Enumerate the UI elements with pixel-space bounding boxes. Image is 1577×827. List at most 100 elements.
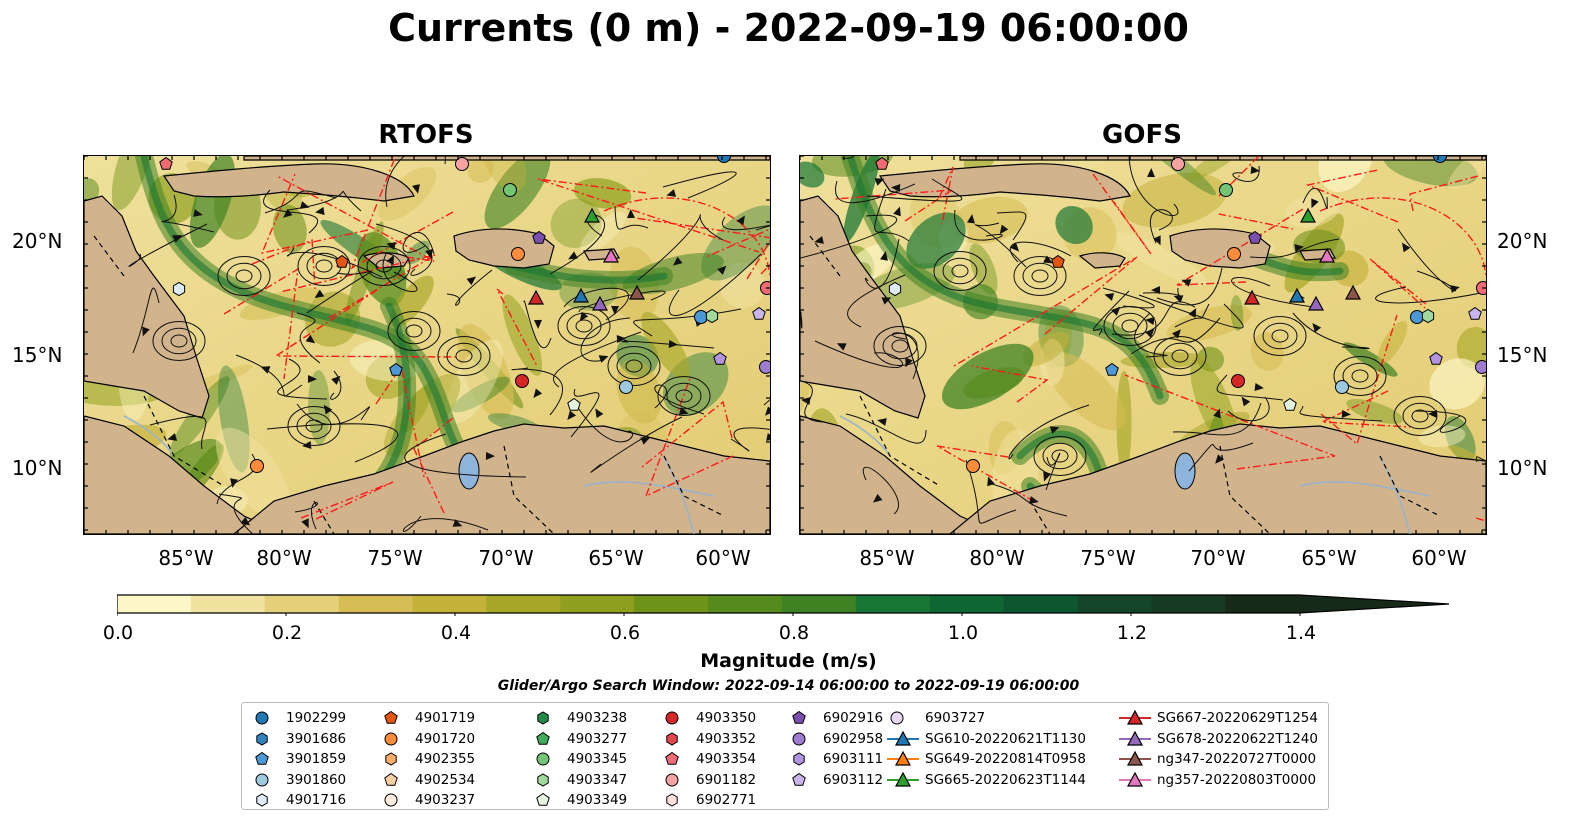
streamline <box>149 415 207 450</box>
streamline-arrow <box>452 519 463 527</box>
colorbar-segment <box>560 595 635 613</box>
eez-boundary <box>279 254 436 319</box>
current-core <box>510 262 668 284</box>
platform-marker <box>172 281 186 297</box>
eddy-streamline <box>387 311 441 351</box>
streamline <box>637 214 724 281</box>
streamline-arrow <box>717 265 727 275</box>
streamline-arrow <box>1043 255 1053 264</box>
speed-patch <box>1456 326 1486 369</box>
platform-marker <box>602 247 620 263</box>
streamline-arrow <box>1294 244 1304 252</box>
eddy-streamline <box>1051 449 1069 463</box>
legend-label: 4903277 <box>567 730 628 747</box>
streamline <box>991 483 1068 517</box>
speed-patch <box>1230 295 1244 332</box>
legend-label: 4902534 <box>415 771 476 788</box>
streamline <box>306 270 372 314</box>
streamline <box>1008 404 1090 460</box>
streamline-arrow <box>172 235 183 243</box>
argo-circle-icon <box>255 773 269 786</box>
speed-patch <box>84 178 100 203</box>
country-border <box>313 500 335 534</box>
streamline <box>834 180 916 204</box>
streamline <box>1149 209 1173 244</box>
streamline <box>1138 294 1244 329</box>
speed-patch <box>573 178 632 209</box>
speed-patch <box>616 359 662 424</box>
platform-marker <box>1410 310 1424 324</box>
map-panel-gofs[interactable] <box>799 155 1487 535</box>
streamline-arrow <box>412 184 420 194</box>
country-border <box>1029 500 1051 534</box>
streamline-arrow <box>1145 328 1155 338</box>
colorbar-segment <box>1151 595 1226 613</box>
colorbar-tick-6: 1.2 <box>1116 622 1148 644</box>
streamline <box>570 388 600 438</box>
speed-patch <box>484 156 551 229</box>
argo-pentagon-icon <box>792 772 806 786</box>
platform-marker <box>1475 360 1486 374</box>
glider-triangle-icon <box>887 771 919 787</box>
eddy-streamline <box>1022 262 1058 290</box>
streamline <box>1128 156 1179 217</box>
streamline <box>572 399 633 443</box>
glider-triangle-icon <box>1119 750 1151 766</box>
speed-patch <box>457 324 514 420</box>
lat-label-20n-left: 20°N <box>12 229 63 253</box>
streamline-arrow <box>1151 286 1161 294</box>
streamline-arrow <box>736 215 745 226</box>
platform-marker <box>1468 306 1482 320</box>
streamline-arrow <box>1104 293 1115 301</box>
glider-triangle-icon <box>1119 730 1151 746</box>
eez-boundary <box>300 481 394 521</box>
streamline-arrow <box>1311 198 1319 209</box>
streamline <box>841 156 855 159</box>
streamline-arrow <box>1181 279 1192 287</box>
streamline <box>128 223 208 267</box>
streamline <box>1302 187 1328 210</box>
eddy-streamline <box>942 257 978 285</box>
speed-patch <box>1377 320 1408 365</box>
country-border <box>859 395 941 487</box>
argo-circle-icon <box>255 711 269 725</box>
platform-marker <box>455 157 469 171</box>
streamline-arrow <box>301 518 309 529</box>
map-panel-rtofs[interactable] <box>83 155 771 535</box>
streamline-arrow <box>579 311 589 322</box>
eddy-streamline <box>557 306 611 346</box>
speed-patch <box>1166 305 1252 342</box>
eddy-streamline <box>666 382 702 410</box>
argo-circle-icon <box>384 732 398 745</box>
colorbar-tick-3: 0.6 <box>609 622 641 644</box>
eez-boundary <box>644 375 734 498</box>
platform-marker <box>389 362 403 376</box>
eez-boundary <box>251 238 316 290</box>
streamline-arrow <box>874 178 885 186</box>
country-border <box>143 395 225 487</box>
eddy-streamline <box>1031 269 1049 283</box>
eez-boundary <box>413 416 455 514</box>
streamline <box>1111 301 1196 336</box>
streamline <box>1092 290 1130 336</box>
streamline <box>287 190 362 212</box>
platform-marker <box>1219 183 1233 197</box>
lat-label-15n-right: 15°N <box>1497 343 1548 367</box>
speed-patch <box>1418 425 1466 448</box>
streamline <box>654 384 705 415</box>
lon-label-65w-right: 65°W <box>1301 546 1357 570</box>
eddy-streamline <box>1271 329 1289 343</box>
platform-marker <box>532 230 546 244</box>
eez-boundary <box>1218 213 1294 230</box>
speed-patch <box>215 427 291 520</box>
streamline <box>800 306 803 329</box>
streamline <box>862 466 899 515</box>
legend-label: 6902958 <box>823 730 884 747</box>
argo-hexagon-icon <box>537 772 549 787</box>
streamline-arrow <box>1215 454 1225 464</box>
streamline-arrow <box>836 343 847 351</box>
streamline <box>996 211 1027 241</box>
streamline <box>621 339 715 349</box>
streamline <box>1249 238 1340 259</box>
streamline <box>965 459 1017 524</box>
